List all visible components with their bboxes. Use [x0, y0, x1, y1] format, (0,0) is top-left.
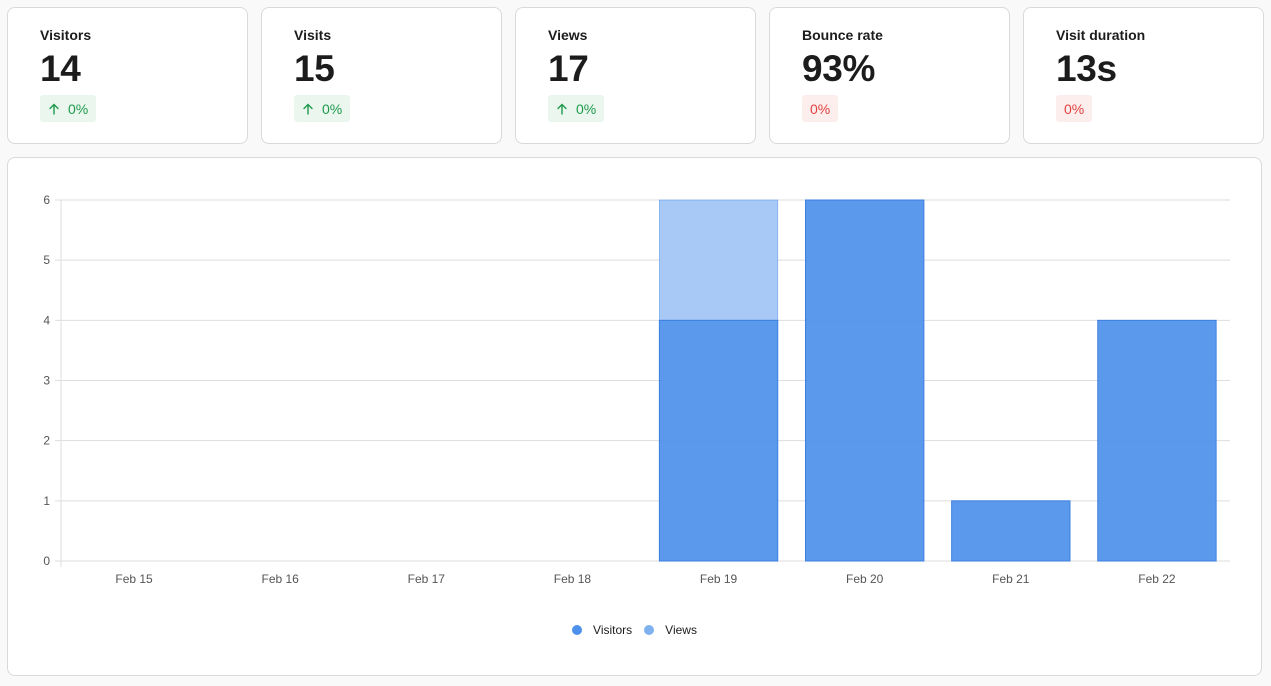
x-tick-label: Feb 21 — [992, 572, 1030, 586]
metric-change-value: 0% — [322, 100, 343, 117]
metric-value: 14 — [40, 48, 81, 89]
metric-value: 17 — [548, 48, 589, 89]
metric-change-badge: 0% — [294, 95, 351, 122]
metric-change-badge: 0% — [40, 95, 97, 122]
metric-value: 15 — [294, 48, 335, 89]
bar-visitors — [951, 500, 1071, 562]
x-tick-label: Feb 15 — [115, 572, 153, 586]
metric-card-bounce-rate[interactable]: Bounce rate 93% 0% — [769, 7, 1010, 144]
y-tick-label: 3 — [43, 374, 50, 388]
metric-value: 93% — [802, 48, 876, 89]
arrow-up-icon — [49, 103, 59, 115]
y-tick-label: 6 — [43, 193, 50, 207]
arrow-up-icon — [557, 103, 567, 115]
legend-label: Visitors — [593, 623, 633, 637]
metric-label: Views — [548, 27, 588, 43]
metric-value: 13s — [1056, 48, 1117, 89]
bar-visitors — [805, 199, 925, 562]
x-tick-label: Feb 17 — [408, 572, 446, 586]
metric-label: Bounce rate — [802, 27, 883, 43]
arrow-up-icon — [303, 103, 313, 115]
chart-grid — [55, 199, 1230, 567]
metric-card-visitors[interactable]: Visitors 14 0% — [7, 7, 248, 144]
metric-card-visit-duration[interactable]: Visit duration 13s 0% — [1023, 7, 1264, 144]
y-tick-label: 5 — [43, 253, 50, 267]
y-tick-label: 2 — [43, 434, 50, 448]
x-tick-label: Feb 18 — [554, 572, 592, 586]
bar-views — [658, 199, 779, 321]
legend-item-visitors[interactable]: Visitors — [572, 623, 632, 637]
x-tick-label: Feb 16 — [262, 572, 300, 586]
metric-change-value: 0% — [68, 100, 89, 117]
y-tick-label: 1 — [43, 494, 50, 508]
metric-card-views[interactable]: Views 17 0% — [515, 7, 756, 144]
metric-change-badge: 0% — [802, 95, 839, 122]
bar-visitors — [658, 319, 779, 562]
metric-change-badge: 0% — [1056, 95, 1093, 122]
chart-legend: Visitors Views — [8, 623, 1261, 637]
metric-label: Visitors — [40, 27, 92, 43]
legend-item-views[interactable]: Views — [644, 623, 697, 637]
chart-axes: 0 1 2 3 4 5 6 Feb 15 Feb 16 Feb 17 Feb 18 Feb 19 Feb… — [43, 193, 1176, 586]
metric-card-visits[interactable]: Visits 15 0% — [261, 7, 502, 144]
x-tick-label: Feb 22 — [1138, 572, 1176, 586]
bar-visitors — [1097, 319, 1217, 562]
metric-label: Visits — [294, 27, 332, 43]
y-tick-label: 4 — [43, 313, 50, 327]
metric-change-value: 0% — [576, 100, 597, 117]
chart-card: 0 1 2 3 4 5 6 Feb 15 Feb 16 Feb 17 Feb 18 Feb 19 Feb… — [7, 157, 1262, 676]
x-tick-label: Feb 20 — [846, 572, 884, 586]
chart-bars — [658, 199, 1217, 562]
metric-change-value: 0% — [1064, 100, 1085, 117]
y-tick-label: 0 — [43, 554, 50, 568]
legend-dot-views — [644, 625, 655, 635]
bar-chart: 0 1 2 3 4 5 6 Feb 15 Feb 16 Feb 17 Feb 18 Feb 19 Feb… — [43, 193, 1230, 586]
metric-change-badge: 0% — [548, 95, 605, 122]
metric-label: Visit duration — [1056, 27, 1146, 43]
legend-dot-visitors — [572, 625, 583, 635]
x-tick-label: Feb 19 — [700, 572, 738, 586]
metric-change-value: 0% — [810, 100, 831, 117]
legend-label: Views — [665, 623, 697, 637]
metrics-row: Visitors 14 0% Visits 15 0% Views 17 0% … — [7, 7, 1264, 144]
